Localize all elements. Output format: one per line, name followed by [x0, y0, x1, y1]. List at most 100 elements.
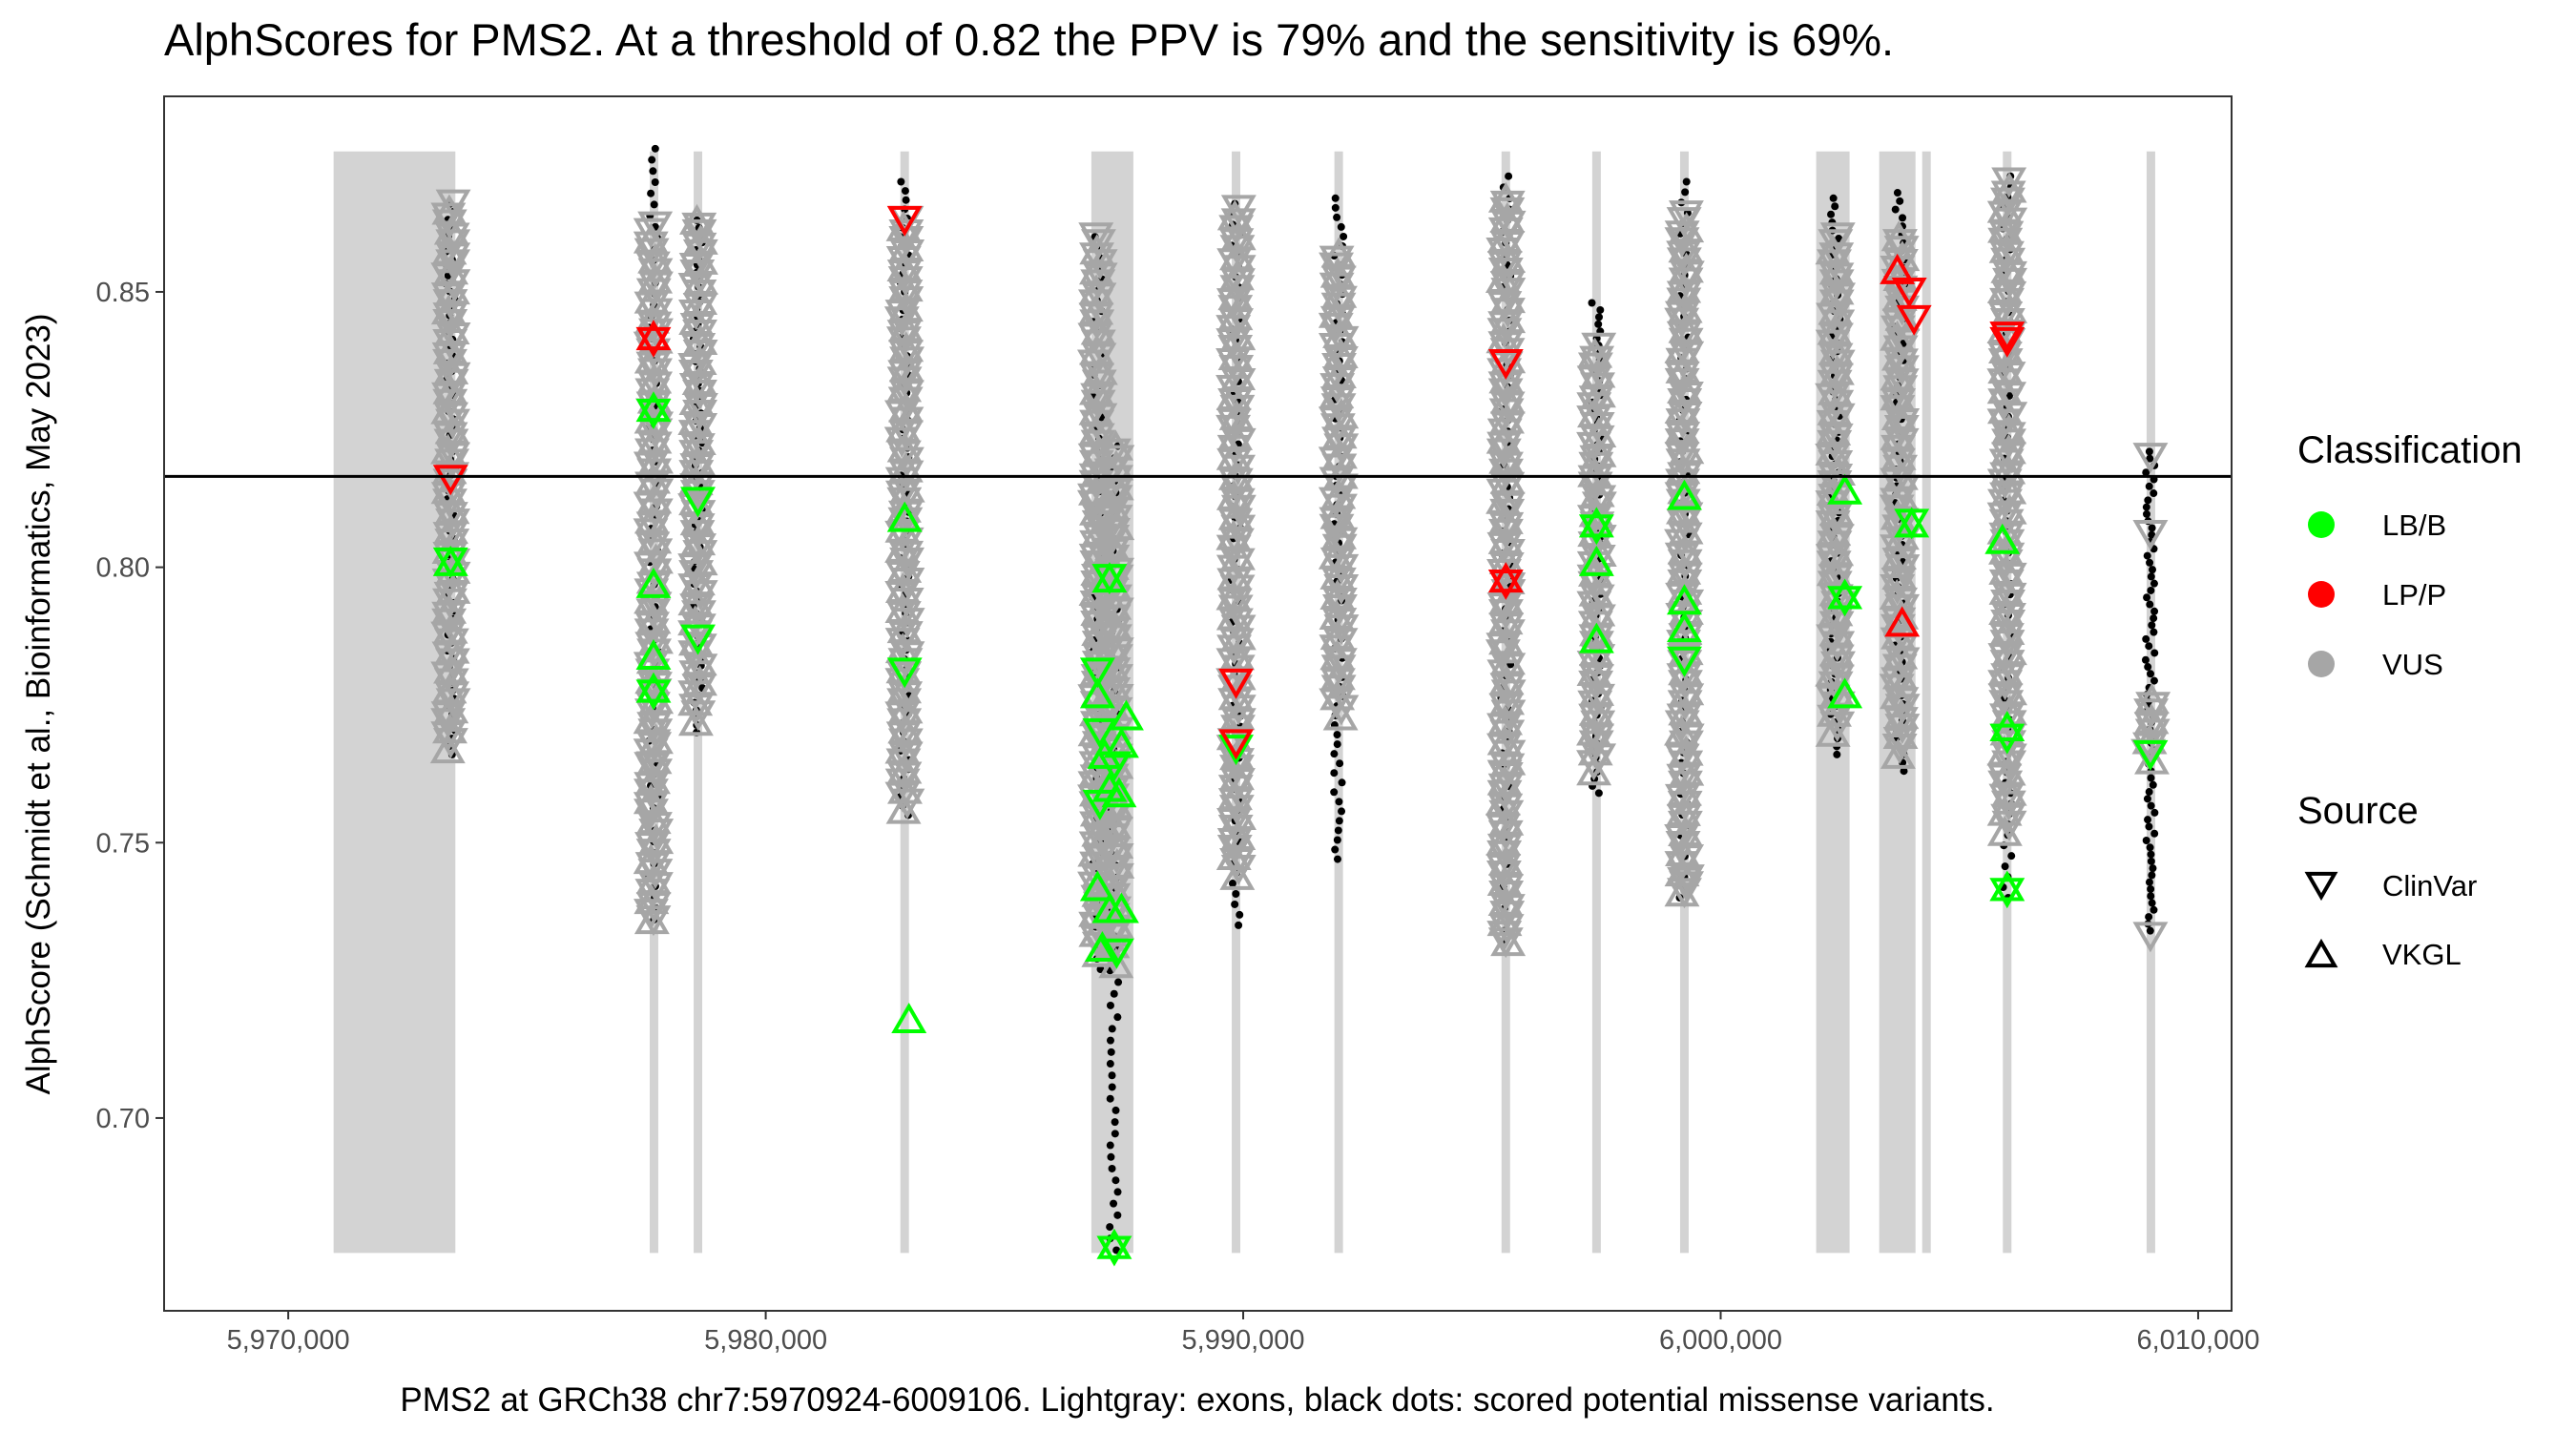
vus-marker	[679, 505, 716, 536]
y-tick-label: 0.75	[96, 828, 150, 859]
vus-marker	[637, 211, 674, 242]
variant-dot	[1333, 731, 1341, 739]
vus-marker	[1099, 509, 1135, 541]
variant-dot	[1336, 759, 1344, 768]
vus-marker	[1990, 755, 2026, 786]
variant-dot	[1110, 989, 1118, 998]
vus-marker	[635, 463, 672, 494]
vus-marker	[1666, 775, 1702, 806]
vus-marker	[634, 342, 670, 374]
lbb-marker	[1091, 562, 1128, 593]
vus-marker	[1096, 609, 1132, 640]
vus-marker	[1485, 483, 1522, 514]
variant-dot	[2145, 878, 2153, 886]
vus-marker	[1818, 274, 1855, 305]
lbb-marker	[1096, 1235, 1132, 1267]
variant-dot	[2147, 801, 2155, 810]
vus-marker	[2133, 683, 2170, 715]
vus-marker	[1669, 674, 1705, 706]
vus-marker	[887, 713, 924, 744]
vus-marker	[635, 729, 672, 760]
vus-marker	[634, 583, 670, 614]
variant-dot	[1331, 845, 1340, 854]
vus-marker	[635, 905, 672, 937]
vus-marker	[1880, 320, 1916, 351]
vus-marker	[1215, 439, 1252, 470]
vus-marker	[1880, 737, 1916, 769]
vus-marker	[1880, 439, 1917, 470]
vus-marker	[1881, 658, 1918, 690]
vus-marker	[1487, 181, 1524, 213]
variant-dot	[2146, 926, 2154, 935]
vus-marker	[1991, 167, 2027, 198]
variant-dot	[2143, 795, 2151, 803]
variant-dot	[1827, 210, 1836, 218]
vus-marker	[635, 603, 672, 634]
vus-marker	[430, 294, 467, 325]
variant-dot	[1333, 213, 1341, 221]
variant-dot	[2147, 572, 2155, 581]
vus-marker	[886, 673, 923, 704]
vus-marker	[677, 685, 714, 716]
variant-dot	[1330, 750, 1339, 758]
vus-marker	[635, 563, 672, 594]
lbb-marker	[1578, 507, 1614, 538]
variant-dot	[2147, 670, 2155, 678]
vus-marker	[1668, 815, 1703, 846]
vus-marker	[1489, 201, 1526, 233]
vus-marker	[1218, 399, 1255, 430]
variant-dot	[651, 177, 659, 186]
vus-marker	[1578, 615, 1614, 647]
vus-marker	[435, 189, 471, 220]
variant-dot	[2146, 843, 2154, 852]
variant-dot	[2146, 558, 2154, 567]
variant-dot	[1896, 197, 1904, 205]
vus-marker	[1816, 414, 1852, 446]
lpp-marker	[1487, 349, 1524, 380]
vus-marker	[1489, 463, 1526, 494]
variant-dot	[897, 177, 905, 186]
vus-marker	[1486, 733, 1522, 764]
vus-marker	[1578, 695, 1614, 726]
lpp-marker	[1989, 321, 2025, 353]
x-tick-label: 5,980,000	[704, 1325, 827, 1356]
variant-dot	[902, 196, 910, 204]
vus-marker	[636, 363, 673, 394]
vus-marker	[1577, 397, 1612, 428]
variant-dot	[1891, 205, 1900, 214]
lpp-marker	[432, 465, 468, 496]
vus-marker	[1322, 438, 1358, 469]
lbb-marker	[1103, 892, 1139, 923]
variant-dot	[1114, 978, 1123, 986]
vus-marker	[886, 491, 922, 523]
variant-dot	[2149, 780, 2157, 789]
vus-marker	[1490, 744, 1527, 776]
variant-dot	[2143, 509, 2151, 518]
vus-marker	[886, 371, 923, 403]
vus-marker	[1487, 503, 1524, 534]
vus-marker	[1991, 442, 2026, 473]
variant-dot	[2144, 496, 2152, 505]
vus-marker	[1320, 237, 1357, 268]
variant-dot	[2142, 503, 2150, 511]
vus-marker	[2132, 519, 2169, 550]
variant-dot	[1108, 1164, 1116, 1172]
variant-dot	[1113, 1013, 1122, 1022]
lbb-marker	[1103, 727, 1139, 758]
vus-marker	[634, 883, 670, 915]
legend-swatch-lbb	[2308, 511, 2335, 538]
vus-marker	[1990, 453, 2026, 485]
vus-marker	[887, 693, 924, 724]
lbb-marker	[635, 391, 672, 423]
variant-dot	[2150, 489, 2158, 498]
vus-marker	[1219, 759, 1255, 791]
vus-marker	[638, 823, 675, 855]
lpp-marker	[1487, 562, 1524, 593]
classified-markers	[432, 205, 2169, 1267]
variant-dot	[2142, 634, 2150, 643]
vus-marker	[1664, 413, 1700, 445]
variant-dot	[1232, 889, 1240, 898]
vus-marker	[2135, 692, 2171, 723]
vus-marker	[1664, 856, 1700, 887]
vus-marker	[1487, 523, 1524, 554]
